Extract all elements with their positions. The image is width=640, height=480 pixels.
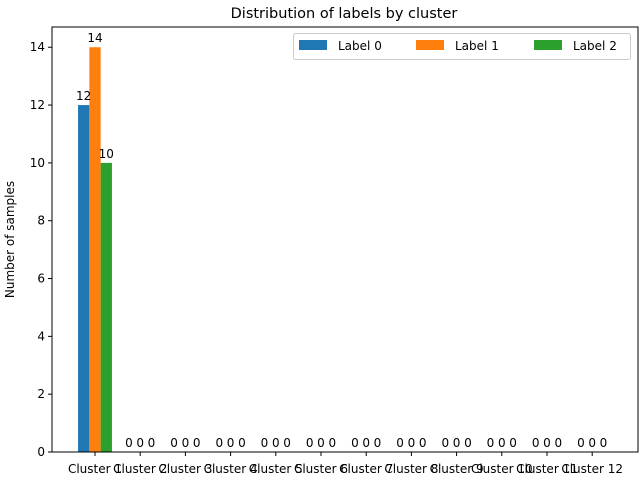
bar-value-label: 0 [193,436,201,450]
bar-value-label: 0 [396,436,404,450]
bar-value-label: 0 [317,436,325,450]
x-tick-label: Cluster 10 [471,462,533,476]
bar-1-1 [89,47,101,453]
y-tick-label: 14 [30,40,45,54]
bar-1-0 [78,105,90,452]
x-tick-label: Cluster 2 [113,462,167,476]
bar-value-label: 0 [261,436,269,450]
bar-1-2 [100,162,112,452]
bar-value-label: 0 [238,436,246,450]
bar-value-label: 0 [283,436,291,450]
bar-value-label: 0 [227,436,235,450]
bar-value-label: 0 [408,436,416,450]
bar-value-label: 0 [509,436,517,450]
bar-value-label: 14 [87,31,102,45]
bar-value-label: 0 [374,436,382,450]
bar-value-label: 0 [148,436,156,450]
bar-value-label: 0 [215,436,223,450]
bar-value-label: 10 [99,147,114,161]
bar-value-label: 0 [362,436,370,450]
legend-label: Label 2 [573,39,617,53]
bar-value-label: 0 [328,436,336,450]
y-tick-label: 12 [30,98,45,112]
bar-value-label: 0 [464,436,472,450]
plot-frame [51,26,639,453]
bar-value-label: 0 [306,436,314,450]
bar-value-label: 0 [532,436,540,450]
x-tick-label: Cluster 3 [158,462,212,476]
x-tick-label: Cluster 9 [430,462,484,476]
chart-title: Distribution of labels by cluster [231,6,458,22]
y-tick-label: 2 [37,387,45,401]
bar-value-label: 0 [170,436,178,450]
bar-value-label: 0 [351,436,359,450]
y-tick-label: 6 [37,272,45,286]
legend-label: Label 0 [338,39,382,53]
y-tick-label: 8 [37,214,45,228]
bar-value-label: 0 [554,436,562,450]
bar-value-label: 0 [419,436,427,450]
x-tick-label: Cluster 5 [249,462,303,476]
y-axis-title: Number of samples [3,181,17,298]
x-tick-label: Cluster 4 [204,462,258,476]
x-tick-label: Cluster 12 [561,462,623,476]
bar-value-label: 12 [76,89,91,103]
y-tick-label: 0 [37,445,45,459]
x-tick-label: Cluster 7 [339,462,393,476]
bar-value-label: 0 [441,436,449,450]
bar-value-label: 0 [600,436,608,450]
bar-value-label: 0 [125,436,133,450]
y-tick-label: 4 [37,329,45,343]
legend-label: Label 1 [455,39,499,53]
x-tick-label: Cluster 11 [516,462,578,476]
legend-swatch [299,40,327,50]
bar-value-label: 0 [498,436,506,450]
x-tick-label: Cluster 6 [294,462,348,476]
x-tick-label: Cluster 1 [68,462,122,476]
bar-value-label: 0 [453,436,461,450]
bar-value-label: 0 [487,436,495,450]
bar-value-label: 0 [182,436,190,450]
y-tick-label: 10 [30,156,45,170]
bars-layer [78,47,112,453]
bar-value-label: 0 [588,436,596,450]
legend-swatch [534,40,562,50]
bar-value-label: 0 [543,436,551,450]
y-axis: 0 2 4 6 8 10 12 14 [30,40,52,459]
legend-swatch [416,40,444,50]
legend: Label 0 Label 1 Label 2 [293,33,631,60]
bar-value-label: 0 [577,436,585,450]
bar-value-label: 0 [136,436,144,450]
bar-value-label: 0 [272,436,280,450]
x-tick-label: Cluster 8 [384,462,438,476]
